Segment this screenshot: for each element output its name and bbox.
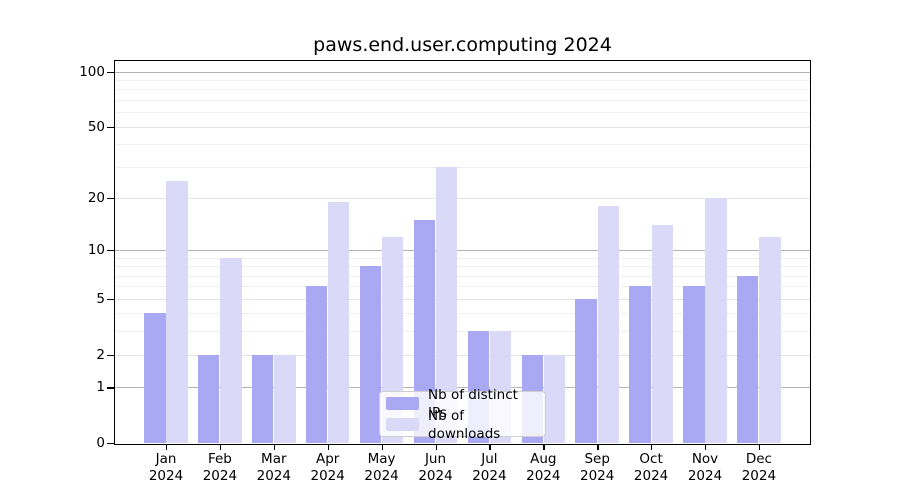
gridline-20 [115, 197, 810, 199]
y-tick-label-20: 20 [87, 189, 105, 206]
x-tick-mark-dec [758, 445, 761, 450]
gridline-minor-60 [115, 112, 810, 113]
x-tick-label-apr: Apr 2024 [310, 451, 345, 484]
gridline-minor-40 [115, 144, 810, 145]
bar-oct-nb-of-distinct-ips [629, 286, 651, 443]
gridline-minor-6 [115, 286, 810, 288]
chart-title: paws.end.user.computing 2024 [313, 34, 612, 56]
x-tick-mark-sep [597, 445, 599, 450]
legend-item-downloads: Nb of downloads [386, 408, 539, 442]
gridline-minor-90 [115, 79, 810, 81]
bar-dec-nb-of-distinct-ips [737, 275, 759, 443]
x-tick-label-dec: Dec 2024 [741, 451, 777, 484]
bar-may-nb-of-distinct-ips [359, 266, 382, 443]
bar-dec-nb-of-downloads [759, 236, 781, 443]
x-tick-label-aug: Aug 2024 [526, 451, 561, 484]
y-tick-label-10: 10 [87, 242, 105, 258]
y-tick-label-2: 2 [96, 346, 105, 363]
y-tick-mark-0 [107, 443, 114, 445]
x-tick-label-sep: Sep 2024 [580, 451, 615, 484]
bar-oct-nb-of-downloads [651, 225, 673, 443]
x-tick-mark-feb [219, 445, 222, 450]
x-tick-mark-oct [651, 445, 653, 450]
y-tick-label-5: 5 [96, 290, 105, 307]
x-tick-mark-jul [489, 445, 491, 450]
gridline-minor-70 [115, 99, 810, 101]
bar-feb-nb-of-downloads [220, 257, 242, 443]
gridline-minor-3 [115, 331, 810, 333]
bar-nov-nb-of-distinct-ips [683, 286, 705, 443]
gridline-major-1 [115, 387, 810, 389]
y-tick-mark-20 [107, 197, 114, 200]
x-tick-label-may: May 2024 [364, 451, 399, 484]
gridline-2 [115, 354, 810, 356]
x-tick-mark-apr [327, 445, 330, 450]
gridline-5 [115, 298, 810, 300]
y-tick-label-1: 1 [96, 379, 105, 396]
x-tick-label-jun: Jun 2024 [418, 451, 453, 484]
legend-item-distinct-ips: Nb of distinct IPs [386, 387, 539, 421]
x-tick-mark-jun [435, 445, 437, 450]
x-tick-mark-mar [273, 445, 276, 450]
x-tick-label-jan: Jan 2024 [148, 451, 184, 484]
x-tick-label-nov: Nov 2024 [687, 451, 723, 484]
x-tick-label-mar: Mar 2024 [256, 451, 291, 484]
y-tick-mark-1 [107, 387, 114, 389]
x-tick-mark-may [381, 445, 383, 450]
gridline-minor-7 [115, 275, 810, 277]
y-tick-mark-5 [107, 298, 114, 301]
x-tick-mark-aug [543, 445, 545, 450]
gridline-minor-4 [115, 313, 810, 315]
x-tick-label-jul: Jul 2024 [472, 451, 507, 484]
gridline-minor-9 [115, 257, 810, 259]
x-tick-label-oct: Oct 2024 [633, 451, 669, 484]
gridline-major-10 [115, 250, 810, 251]
bar-feb-nb-of-distinct-ips [198, 354, 220, 443]
bar-nov-nb-of-downloads [705, 197, 727, 443]
legend-label-distinct-ips: Nb of distinct IPs [428, 386, 518, 421]
bar-mar-nb-of-downloads [274, 354, 296, 443]
y-tick-label-100: 100 [79, 63, 105, 80]
y-tick-mark-10 [107, 250, 114, 252]
legend: Nb of distinct IPs Nb of downloads [379, 387, 546, 442]
gridline-minor-80 [115, 89, 810, 91]
bar-jan-nb-of-distinct-ips [144, 313, 166, 443]
y-tick-mark-2 [107, 354, 114, 356]
y-tick-label-0: 0 [96, 435, 105, 451]
y-tick-mark-100 [107, 71, 114, 73]
bar-jan-nb-of-downloads [166, 180, 188, 443]
x-tick-label-feb: Feb 2024 [202, 451, 238, 484]
bar-aug-nb-of-downloads [543, 354, 566, 443]
gridline-major-100 [115, 71, 810, 73]
y-tick-label-50: 50 [87, 118, 105, 135]
x-tick-mark-nov [705, 445, 707, 450]
x-tick-mark-jan [166, 445, 168, 450]
bar-sep-nb-of-distinct-ips [575, 298, 597, 443]
legend-label-downloads: Nb of downloads [428, 407, 501, 442]
bar-apr-nb-of-distinct-ips [305, 286, 328, 443]
bar-jun-nb-of-downloads [435, 166, 458, 443]
y-tick-mark-50 [107, 126, 114, 128]
legend-swatch-distinct-ips [386, 397, 419, 410]
bar-sep-nb-of-downloads [597, 206, 619, 443]
gridline-50 [115, 126, 810, 128]
bar-apr-nb-of-downloads [328, 201, 350, 443]
gridline-minor-8 [115, 266, 810, 268]
legend-swatch-downloads [386, 418, 419, 431]
bar-jun-nb-of-distinct-ips [413, 219, 436, 443]
bar-mar-nb-of-distinct-ips [252, 354, 274, 443]
gridline-minor-30 [115, 166, 810, 168]
